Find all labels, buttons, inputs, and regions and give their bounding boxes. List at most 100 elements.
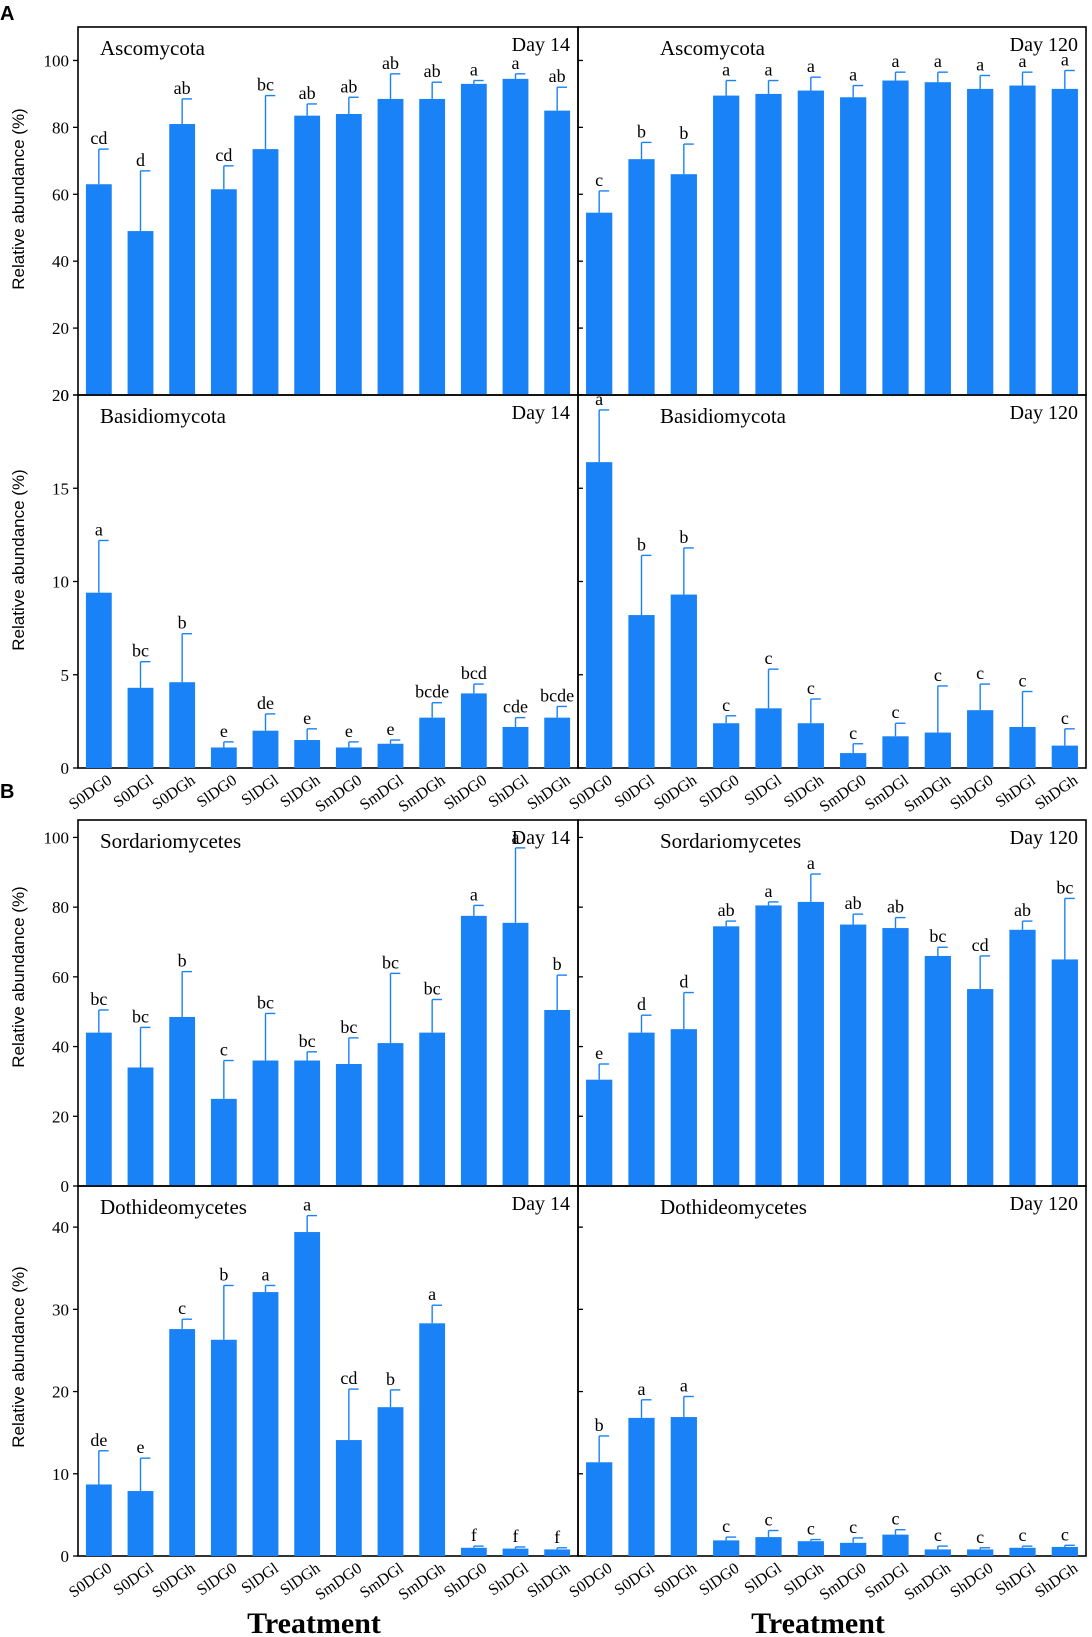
x-tick-label-s0dg0: S0DG0	[566, 772, 615, 813]
bar-sldg0	[713, 95, 740, 395]
significance-letter: a	[512, 827, 520, 847]
bar-sldgl	[755, 1537, 782, 1556]
bar-smdgl	[377, 1043, 404, 1186]
bar-sldgh	[797, 901, 824, 1186]
day-label: Day 120	[1010, 402, 1078, 424]
day-label: Day 120	[1010, 34, 1078, 56]
significance-letter: bcd	[461, 663, 487, 683]
significance-letter: c	[849, 723, 857, 743]
x-tick-label-shdgl: ShDGl	[486, 1560, 533, 1600]
bar-sldg0	[713, 723, 740, 768]
significance-letter: b	[178, 613, 187, 633]
bar-smdgh	[924, 732, 951, 768]
significance-letter: c	[722, 1516, 730, 1536]
x-tick-label-shdgh: ShDGh	[524, 1560, 573, 1601]
significance-letter: c	[807, 678, 815, 698]
y-tick-label: 10	[52, 1465, 69, 1484]
x-tick-label-smdg0: SmDG0	[817, 1560, 870, 1604]
day-label: Day 14	[512, 1193, 570, 1215]
y-tick-label: 80	[52, 898, 69, 917]
bar-sldgl	[755, 93, 782, 395]
y-tick-label: 20	[52, 1383, 69, 1402]
bar-shdg0	[460, 693, 487, 768]
significance-letter: a	[765, 60, 773, 80]
y-tick-label: 0	[61, 759, 70, 778]
significance-letter: a	[849, 65, 857, 85]
bar-sldg0	[210, 189, 237, 395]
significance-letter: c	[934, 1525, 942, 1545]
bar-s0dgh	[169, 682, 196, 768]
bar-s0dg0	[85, 1484, 112, 1556]
bar-s0dgh	[169, 1016, 196, 1186]
x-tick-label-smdgh: SmDGh	[901, 1560, 954, 1604]
significance-letter: ab	[424, 61, 441, 81]
bar-sldg0	[210, 1098, 237, 1186]
x-tick-label-shdg0: ShDG0	[947, 772, 996, 813]
significance-letter: ab	[845, 893, 862, 913]
bar-shdgl	[502, 78, 529, 395]
significance-letter: ab	[1014, 900, 1031, 920]
chart-ascomycota-day-120: Ascomycota Day 120 c b b a a a a a a a a a	[577, 26, 1087, 396]
bar-sldgh	[797, 90, 824, 396]
significance-letter: b	[178, 951, 187, 971]
bar-s0dg0	[586, 1079, 613, 1186]
bar-smdg0	[840, 753, 867, 768]
bar-shdgh	[544, 717, 571, 768]
bar-sldgl	[252, 730, 279, 768]
y-tick-label: 60	[52, 968, 69, 987]
bar-shdgl	[502, 922, 529, 1186]
bar-shdgl	[1009, 1547, 1036, 1556]
bar-smdg0	[840, 1542, 867, 1556]
significance-letter: a	[595, 389, 603, 409]
day-label: Day 14	[512, 34, 570, 56]
panel-title: Ascomycota	[100, 36, 206, 60]
significance-letter: b	[595, 1415, 604, 1435]
significance-letter: ab	[382, 53, 399, 73]
significance-letter: c	[892, 702, 900, 722]
significance-letter: cd	[90, 128, 107, 148]
bar-s0dgh	[670, 1029, 697, 1186]
bar-smdgl	[882, 928, 909, 1186]
bar-smdg0	[335, 113, 362, 396]
bar-smdg0	[335, 747, 362, 768]
significance-letter: a	[722, 60, 730, 80]
significance-letter: c	[1019, 671, 1027, 691]
significance-letter: bc	[382, 952, 399, 972]
x-tick-label-shdg0: ShDG0	[441, 772, 490, 813]
bar-shdgh	[1051, 1546, 1078, 1556]
bar-smdgl	[377, 743, 404, 768]
x-tick-label-s0dgl: S0DGl	[612, 772, 659, 812]
significance-letter: cd	[972, 935, 989, 955]
panel-title: Sordariomycetes	[100, 829, 241, 853]
chart-dothideomycetes-day-14: 0 10 20 30 40 Dothideomycetes Day 14 de e c b a a cd b…	[52, 1185, 579, 1604]
y-tick-label: 15	[52, 479, 69, 498]
panel-title: Dothideomycetes	[100, 1195, 247, 1219]
bar-smdg0	[335, 1064, 362, 1186]
bar-sldgl	[755, 905, 782, 1186]
x-tick-label-s0dgl: S0DGl	[111, 772, 158, 812]
bar-s0dg0	[85, 592, 112, 768]
bar-s0dgl	[127, 231, 154, 395]
bar-s0dgl	[127, 687, 154, 768]
y-tick-label: 100	[44, 828, 70, 847]
significance-letter: a	[807, 853, 815, 873]
bar-shdgh	[544, 1009, 571, 1186]
significance-letter: c	[765, 648, 773, 668]
x-tick-label-shdgh: ShDGh	[524, 772, 573, 813]
y-tick-label: 20	[52, 1107, 69, 1126]
bar-s0dgh	[169, 1329, 196, 1556]
significance-letter: e	[220, 721, 228, 741]
bar-sldgh	[797, 1541, 824, 1556]
bar-shdg0	[967, 989, 994, 1186]
significance-letter: b	[679, 527, 688, 547]
x-tick-label-sldg0: SlDG0	[194, 1560, 240, 1599]
significance-letter: c	[595, 170, 603, 190]
significance-letter: c	[220, 1040, 228, 1060]
x-tick-label-shdg0: ShDG0	[947, 1560, 996, 1601]
bar-s0dg0	[586, 1462, 613, 1556]
bar-shdgl	[502, 1548, 529, 1556]
significance-letter: cde	[503, 697, 528, 717]
significance-letter: ab	[174, 78, 191, 98]
